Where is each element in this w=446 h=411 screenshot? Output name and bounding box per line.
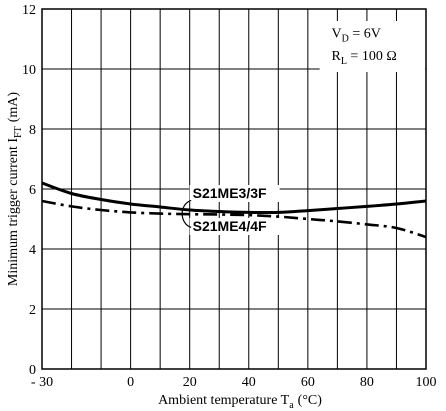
series-layer xyxy=(41,181,427,239)
x-tick-label: 60 xyxy=(301,375,315,390)
x-tick-label: 80 xyxy=(360,375,374,390)
series-label-bg-1 xyxy=(189,185,280,202)
series-line-1 xyxy=(41,181,427,215)
x-tick-label: 40 xyxy=(242,375,256,390)
x-tick-label: 100 xyxy=(416,375,437,390)
conditions-box xyxy=(319,21,425,72)
series-label-s21me4: S21ME4/4F xyxy=(193,218,267,234)
x-tick-label: 20 xyxy=(183,375,197,390)
series-label-s21me3: S21ME3/3F xyxy=(193,185,267,201)
y-axis-title: Minimum trigger current IFT(mA) xyxy=(6,92,24,286)
y-tick-label: 12 xyxy=(22,3,36,18)
series-line-2 xyxy=(41,199,427,239)
x-tick-label: 0 xyxy=(127,375,134,390)
y-tick-label: 4 xyxy=(29,243,36,258)
condition-vd: VD = 6V xyxy=(331,27,380,45)
label-leader-bracket xyxy=(181,199,192,228)
y-tick-label: 0 xyxy=(29,363,36,378)
x-tick-label: - 30 xyxy=(31,375,53,390)
x-axis-title: Ambient temperature Ta (°C) xyxy=(158,393,322,411)
y-tick-label: 2 xyxy=(29,303,36,318)
y-tick-label: 8 xyxy=(29,123,36,138)
series-label-bg-2 xyxy=(189,218,280,235)
y-tick-label: 6 xyxy=(29,183,36,198)
y-tick-label: 10 xyxy=(22,63,36,78)
condition-rl: RL = 100 Ω xyxy=(331,49,396,67)
plot-frame xyxy=(41,8,427,370)
